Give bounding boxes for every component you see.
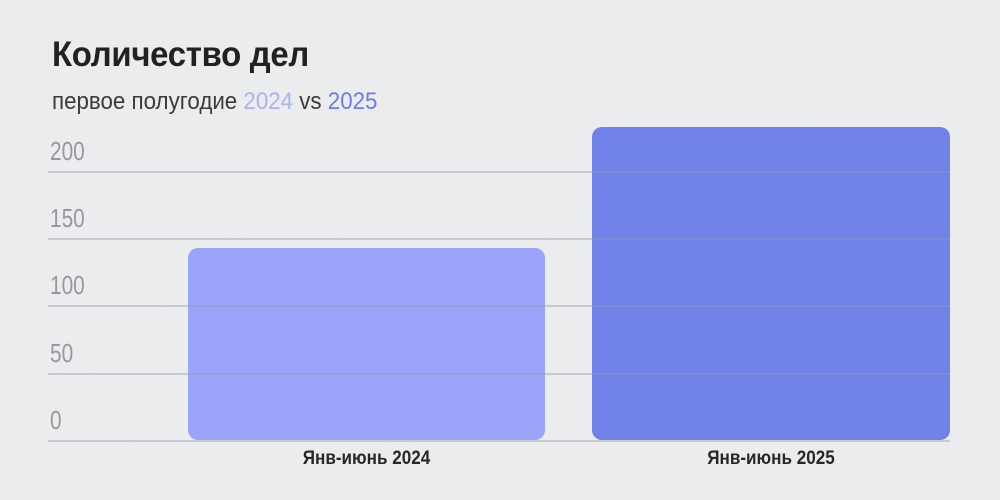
y-tick-label: 0 — [50, 405, 62, 435]
x-axis-label: Янв-июнь 2024 — [302, 448, 431, 469]
page-title: Количество дел — [52, 35, 310, 74]
bar-chart-plot-area: 0 50 100 150 200 Янв-июнь 2024 Янв-июнь 2025 — [48, 121, 950, 468]
subtitle-year-2024: 2024 — [243, 88, 294, 115]
gridline-150 — [48, 238, 950, 240]
y-tick-label: 150 — [50, 203, 85, 233]
gridline-0 — [48, 440, 950, 442]
bar-Янв-июнь 2025 — [592, 127, 950, 440]
subtitle-year-2025: 2025 — [327, 88, 378, 115]
y-tick-label: 200 — [50, 136, 85, 166]
y-tick-label: 50 — [50, 338, 74, 368]
subtitle-prefix: первое полугодие — [52, 88, 244, 115]
x-axis-label: Янв-июнь 2025 — [707, 448, 835, 469]
page-subtitle: первое полугодие 2024 vs 2025 — [52, 88, 378, 115]
gridline-100 — [48, 305, 950, 307]
bar-Янв-июнь 2024 — [188, 248, 545, 440]
gridline-200 — [48, 171, 950, 173]
y-tick-label: 100 — [50, 270, 85, 300]
gridline-50 — [48, 373, 950, 375]
subtitle-separator: vs — [293, 88, 328, 115]
